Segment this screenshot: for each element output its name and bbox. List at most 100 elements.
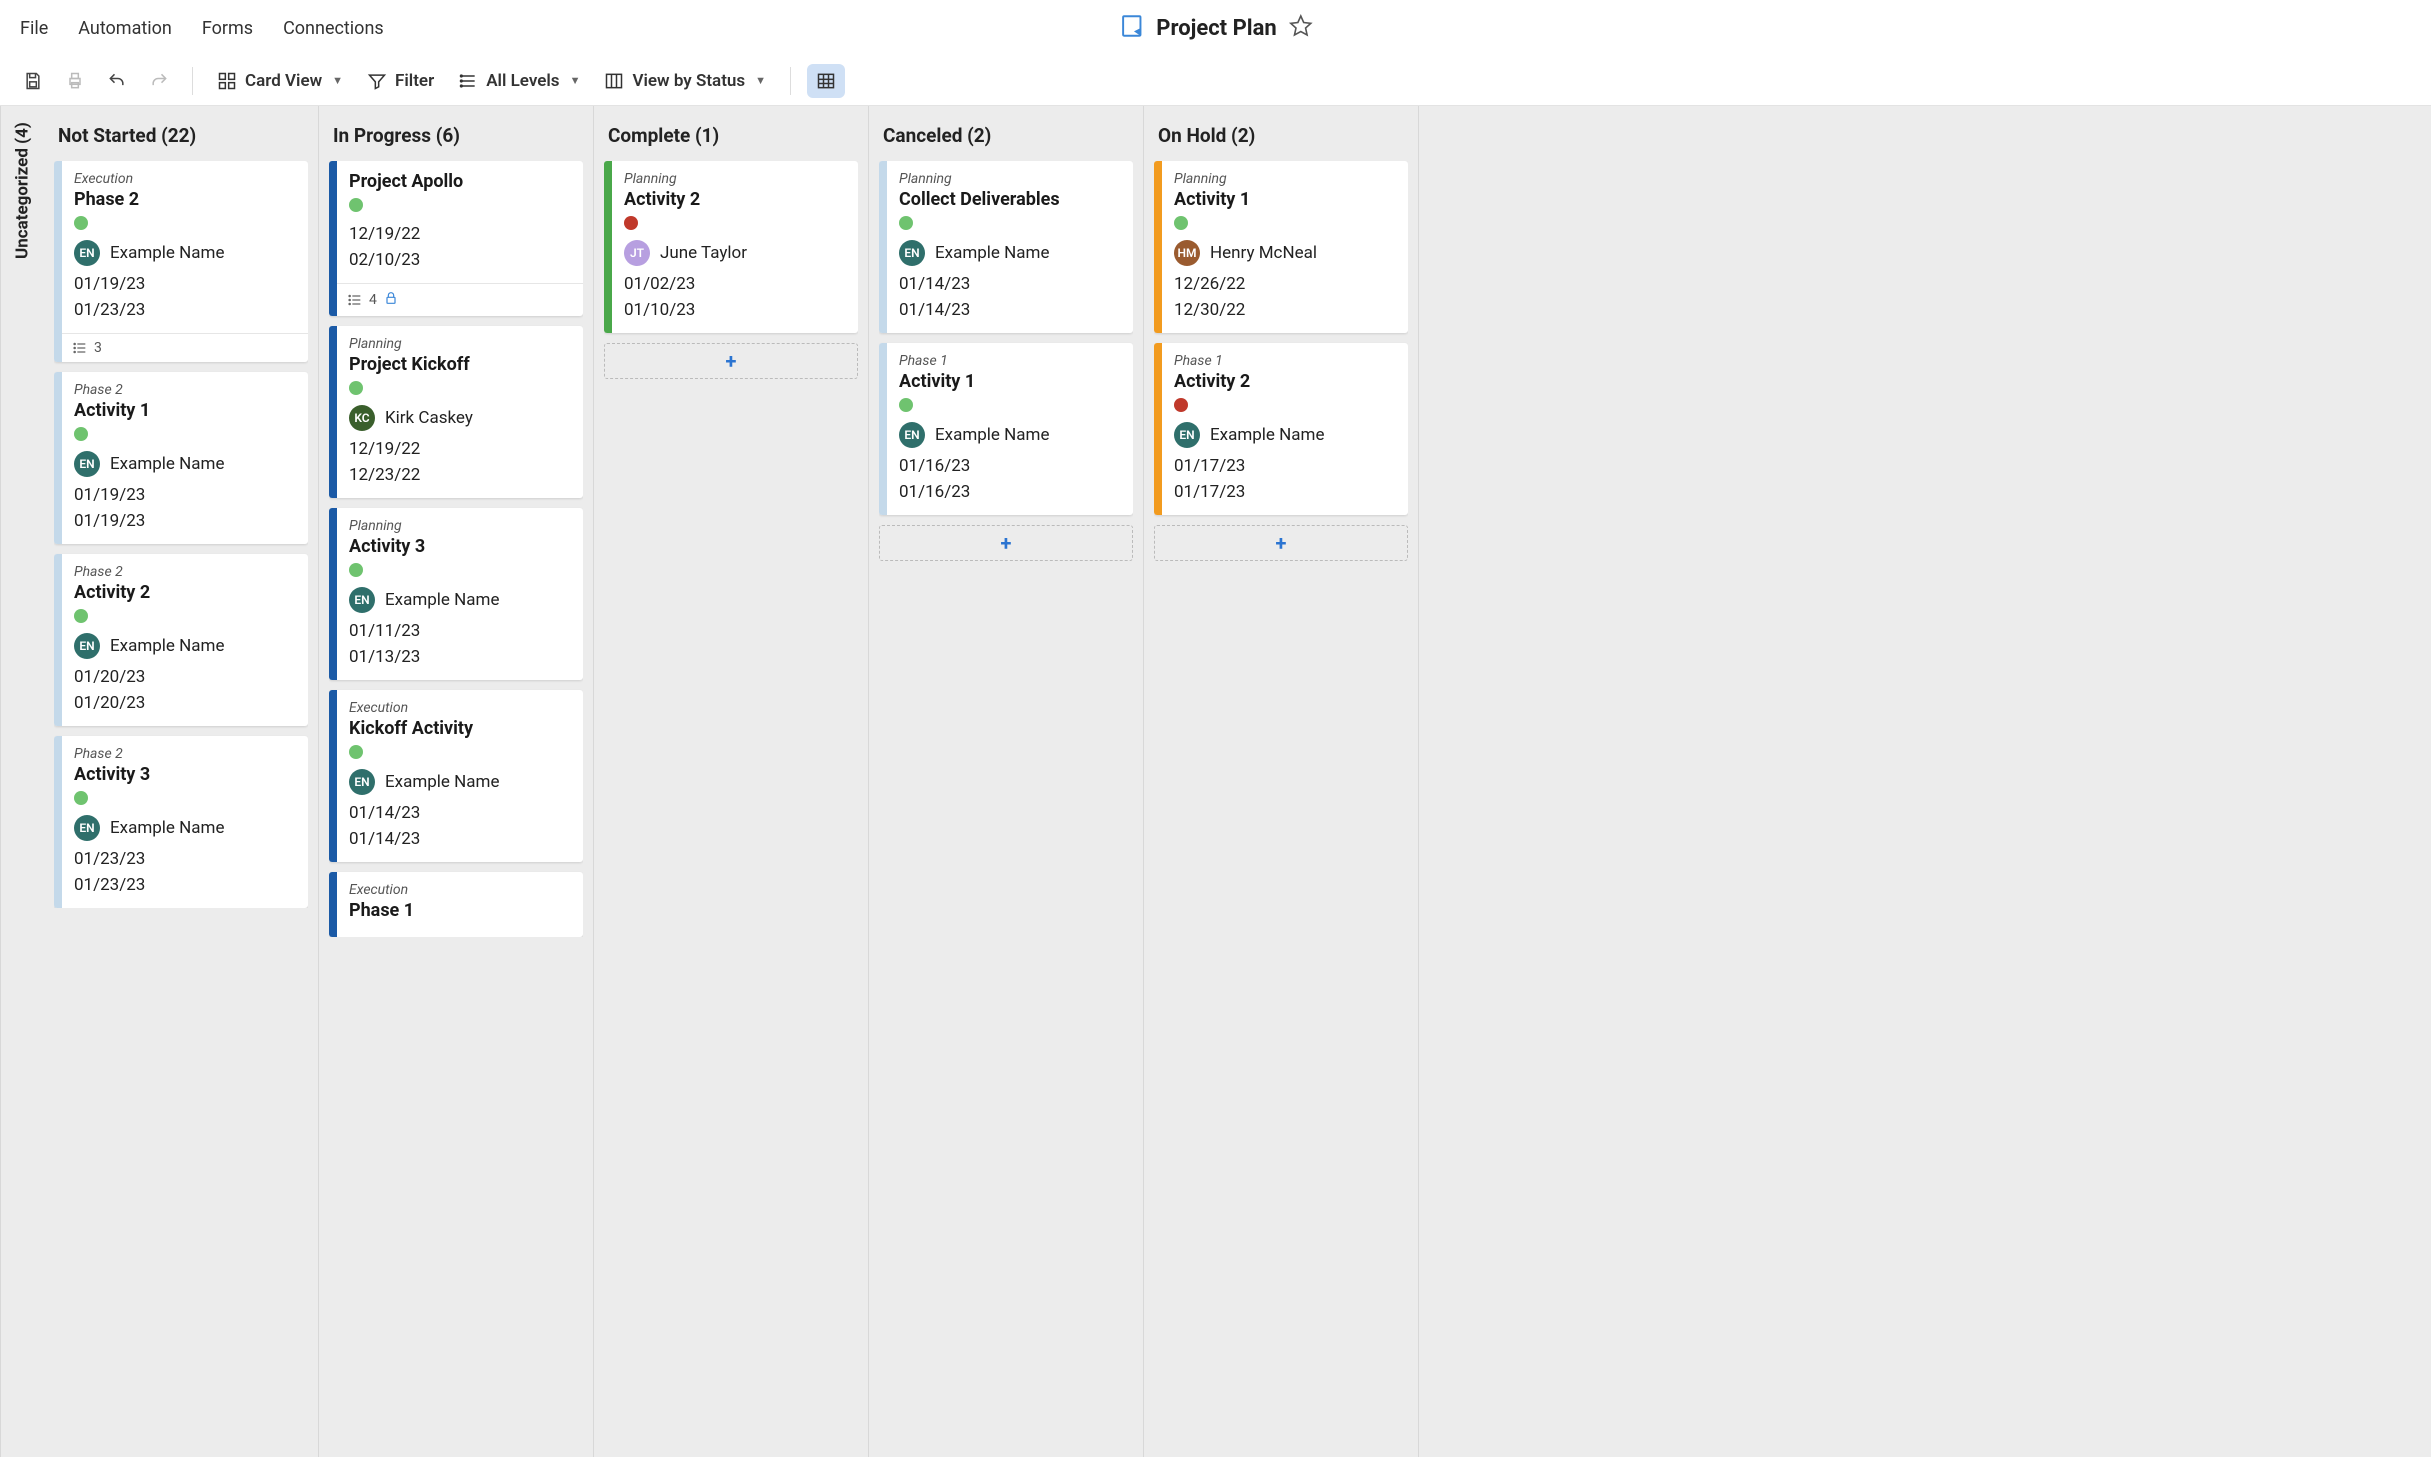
card-stripe — [54, 372, 62, 544]
assignee-row: ENExample Name — [899, 422, 1121, 448]
assignee-name: Example Name — [935, 425, 1049, 445]
card[interactable]: Phase 1Activity 2ENExample Name01/17/230… — [1154, 343, 1408, 515]
assignee-name: Example Name — [385, 772, 499, 792]
card-body: Phase 2Activity 2ENExample Name01/20/230… — [62, 554, 308, 726]
status-dot — [349, 745, 363, 759]
save-icon[interactable] — [16, 64, 50, 98]
avatar: KC — [349, 405, 375, 431]
card-footer: 3 — [62, 333, 308, 362]
assignee-row: HMHenry McNeal — [1174, 240, 1396, 266]
card[interactable]: PlanningProject KickoffKCKirk Caskey12/1… — [329, 326, 583, 498]
add-card-button[interactable]: + — [604, 343, 858, 379]
cards-list: PlanningActivity 2JTJune Taylor01/02/230… — [604, 161, 858, 379]
avatar: EN — [74, 451, 100, 477]
all-levels-dropdown[interactable]: All Levels ▼ — [450, 64, 588, 98]
cards-list: PlanningActivity 1HMHenry McNeal12/26/22… — [1154, 161, 1408, 561]
card-dates: 01/11/2301/13/23 — [349, 619, 571, 670]
avatar: HM — [1174, 240, 1200, 266]
card-title: Project Apollo — [349, 171, 571, 192]
card[interactable]: Phase 2Activity 2ENExample Name01/20/230… — [54, 554, 308, 726]
card[interactable]: ExecutionPhase 1 — [329, 872, 583, 937]
menubar: File Automation Forms Connections Projec… — [0, 0, 2431, 56]
card-category: Phase 2 — [74, 382, 296, 398]
card[interactable]: Project Apollo12/19/2202/10/234 — [329, 161, 583, 316]
card-body: PlanningActivity 1HMHenry McNeal12/26/22… — [1162, 161, 1408, 333]
card-date-start: 01/11/23 — [349, 619, 571, 645]
card[interactable]: PlanningActivity 3ENExample Name01/11/23… — [329, 508, 583, 680]
avatar: JT — [624, 240, 650, 266]
assignee-name: Example Name — [110, 818, 224, 838]
card[interactable]: ExecutionKickoff ActivityENExample Name0… — [329, 690, 583, 862]
menu-forms[interactable]: Forms — [202, 18, 253, 39]
filter-button[interactable]: Filter — [359, 64, 442, 98]
card[interactable]: ExecutionPhase 2ENExample Name01/19/2301… — [54, 161, 308, 362]
status-dot — [1174, 398, 1188, 412]
card-date-end: 01/23/23 — [74, 298, 296, 324]
card-date-end: 01/19/23 — [74, 509, 296, 535]
card-body: Phase 2Activity 1ENExample Name01/19/230… — [62, 372, 308, 544]
card-stripe — [54, 554, 62, 726]
card-category: Planning — [899, 171, 1121, 187]
avatar: EN — [74, 240, 100, 266]
card-title: Kickoff Activity — [349, 718, 571, 739]
add-card-button[interactable]: + — [1154, 525, 1408, 561]
card[interactable]: PlanningActivity 1HMHenry McNeal12/26/22… — [1154, 161, 1408, 333]
card[interactable]: PlanningActivity 2JTJune Taylor01/02/230… — [604, 161, 858, 333]
card-date-end: 01/16/23 — [899, 480, 1121, 506]
assignee-name: Example Name — [110, 636, 224, 656]
card-stripe — [879, 343, 887, 515]
card[interactable]: Phase 1Activity 1ENExample Name01/16/230… — [879, 343, 1133, 515]
status-dot — [349, 198, 363, 212]
card-stripe — [329, 872, 337, 937]
menu-items: File Automation Forms Connections — [20, 18, 384, 39]
card-date-start: 01/16/23 — [899, 454, 1121, 480]
grid-view-toggle[interactable] — [807, 64, 845, 98]
card-date-start: 01/20/23 — [74, 665, 296, 691]
avatar: EN — [74, 815, 100, 841]
star-icon[interactable] — [1289, 14, 1313, 42]
card-dates: 01/16/2301/16/23 — [899, 454, 1121, 505]
card-date-end: 01/20/23 — [74, 691, 296, 717]
uncategorized-sidebar[interactable]: Uncategorized (4) — [0, 106, 44, 1457]
card[interactable]: PlanningCollect DeliverablesENExample Na… — [879, 161, 1133, 333]
column-header: Not Started (22) — [54, 116, 308, 161]
assignee-row: ENExample Name — [74, 633, 296, 659]
card-footer: 4 — [337, 283, 583, 316]
card-date-start: 01/19/23 — [74, 483, 296, 509]
card-dates: 12/26/2212/30/22 — [1174, 272, 1396, 323]
card-date-end: 01/14/23 — [349, 827, 571, 853]
card-date-end: 01/14/23 — [899, 298, 1121, 324]
status-dot — [74, 609, 88, 623]
chevron-down-icon: ▼ — [755, 74, 766, 87]
view-by-status-dropdown[interactable]: View by Status ▼ — [596, 64, 774, 98]
status-dot — [74, 791, 88, 805]
assignee-row: ENExample Name — [1174, 422, 1396, 448]
card[interactable]: Phase 2Activity 3ENExample Name01/23/230… — [54, 736, 308, 908]
assignee-name: Example Name — [1210, 425, 1324, 445]
card-view-dropdown[interactable]: Card View ▼ — [209, 64, 351, 98]
card-dates: 01/17/2301/17/23 — [1174, 454, 1396, 505]
card-date-start: 01/23/23 — [74, 847, 296, 873]
status-dot — [624, 216, 638, 230]
add-card-button[interactable]: + — [879, 525, 1133, 561]
cards-list: Planning Collect Deliverables ENExample Na… — [879, 161, 1133, 561]
cards-list: Project Apollo12/19/2202/10/234PlanningP… — [329, 161, 583, 937]
menu-automation[interactable]: Automation — [78, 18, 172, 39]
menu-file[interactable]: File — [20, 18, 48, 39]
card[interactable]: Phase 2Activity 1ENExample Name01/19/230… — [54, 372, 308, 544]
document-icon — [1118, 13, 1144, 43]
menu-connections[interactable]: Connections — [283, 18, 384, 39]
board-column: Not Started (22)ExecutionPhase 2ENExampl… — [44, 106, 319, 1457]
card-category: Execution — [74, 171, 296, 187]
card-title: Collect Deliverables — [899, 189, 1121, 210]
redo-icon — [142, 64, 176, 98]
status-dot — [899, 398, 913, 412]
card-dates: 01/20/2301/20/23 — [74, 665, 296, 716]
assignee-name: Example Name — [110, 243, 224, 263]
card-category: Phase 2 — [74, 746, 296, 762]
card-stripe — [329, 508, 337, 680]
card-date-end: 01/23/23 — [74, 873, 296, 899]
board-column: In Progress (6)Project Apollo12/19/2202/… — [319, 106, 594, 1457]
undo-icon[interactable] — [100, 64, 134, 98]
card-title: Activity 3 — [349, 536, 571, 557]
